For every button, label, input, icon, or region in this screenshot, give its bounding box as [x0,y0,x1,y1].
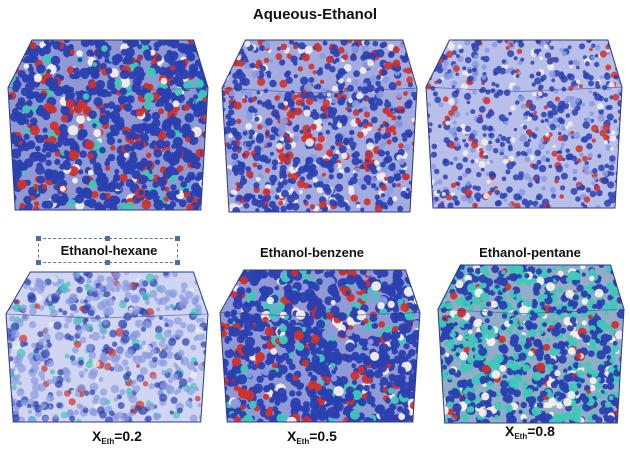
fraction-label-0.5: XEth=0.5 [287,428,337,446]
fraction-prefix: X [92,428,102,444]
resize-handle[interactable] [105,260,110,265]
cube-inner-edge [437,308,625,315]
panel-label-pentane: Ethanol-pentane [479,245,581,260]
selection-box[interactable] [36,236,180,265]
cube-inner-edge [5,313,209,319]
fraction-prefix: X [505,423,515,439]
resize-handle[interactable] [175,236,180,241]
resize-handle[interactable] [36,236,41,241]
cube-inner-edge [219,312,421,318]
molecule-atoms [6,272,208,422]
molecule-cube-6 [437,264,625,424]
cube-inner-edge [221,87,418,94]
resize-handle[interactable] [36,260,41,265]
molecule-cube-2 [221,39,418,213]
molecule-cube-4 [5,271,209,423]
cube-inner-edge [425,86,623,93]
fraction-sub: Eth [296,437,310,446]
molecule-cube-1 [7,39,209,211]
fraction-label-0.8: XEth=0.8 [505,423,555,441]
molecule-atoms [8,40,208,210]
resize-handle[interactable] [105,236,110,241]
fraction-value: =0.2 [114,428,142,444]
fraction-sub: Eth [101,437,115,446]
fraction-value: =0.8 [527,423,555,439]
molecule-cube-5 [219,269,421,423]
fraction-sub: Eth [514,432,528,441]
fraction-label-0.2: XEth=0.2 [92,428,142,446]
figure-title: Aqueous-Ethanol [252,6,378,23]
cube-inner-edge [7,87,209,93]
panel-label-hexane[interactable]: Ethanol-hexane [60,243,158,258]
molecule-cube-3 [425,39,623,209]
fraction-value: =0.5 [309,428,337,444]
fraction-prefix: X [287,428,297,444]
resize-handle[interactable] [175,260,180,265]
panel-label-benzene: Ethanol-benzene [259,245,364,260]
